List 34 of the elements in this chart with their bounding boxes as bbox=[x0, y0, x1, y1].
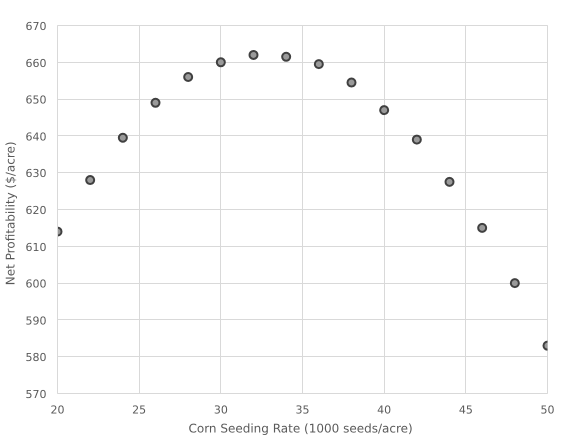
x-tick-label: 40 bbox=[377, 404, 392, 416]
point bbox=[281, 52, 292, 62]
point bbox=[85, 175, 96, 186]
y-axis-title: Net Profitability ($/acre) bbox=[4, 141, 18, 286]
point bbox=[477, 222, 488, 233]
point bbox=[314, 59, 324, 70]
y-tick-label: 670 bbox=[26, 20, 47, 33]
y-tick-label: 620 bbox=[26, 204, 47, 217]
point bbox=[510, 278, 520, 288]
y-tick-label: 640 bbox=[26, 130, 47, 144]
x-tick-label: 50 bbox=[540, 404, 554, 416]
y-tick-label: 600 bbox=[26, 278, 47, 291]
x-tick-label: 25 bbox=[132, 404, 146, 416]
y-tick-label: 580 bbox=[26, 351, 47, 364]
point bbox=[183, 72, 194, 82]
point bbox=[412, 134, 422, 145]
point bbox=[216, 57, 226, 68]
y-tick-label: 590 bbox=[26, 314, 47, 328]
point bbox=[346, 78, 356, 88]
y-tick-label: 650 bbox=[26, 94, 47, 107]
point bbox=[118, 132, 128, 143]
point bbox=[248, 50, 258, 60]
y-tick-label: 570 bbox=[26, 388, 47, 401]
x-axis-title: Corn Seeding Rate (1000 seeds/acre) bbox=[188, 422, 413, 436]
x-tick-label: 30 bbox=[214, 404, 228, 416]
x-tick-label: 35 bbox=[296, 404, 310, 416]
point bbox=[150, 98, 160, 108]
point bbox=[444, 176, 454, 187]
point bbox=[379, 105, 390, 116]
y-tick-label: 660 bbox=[26, 56, 47, 70]
x-tick-label: 45 bbox=[458, 404, 473, 416]
x-tick-label: 20 bbox=[50, 404, 64, 416]
y-tick-label: 610 bbox=[26, 240, 47, 254]
y-tick-label: 630 bbox=[26, 167, 47, 180]
